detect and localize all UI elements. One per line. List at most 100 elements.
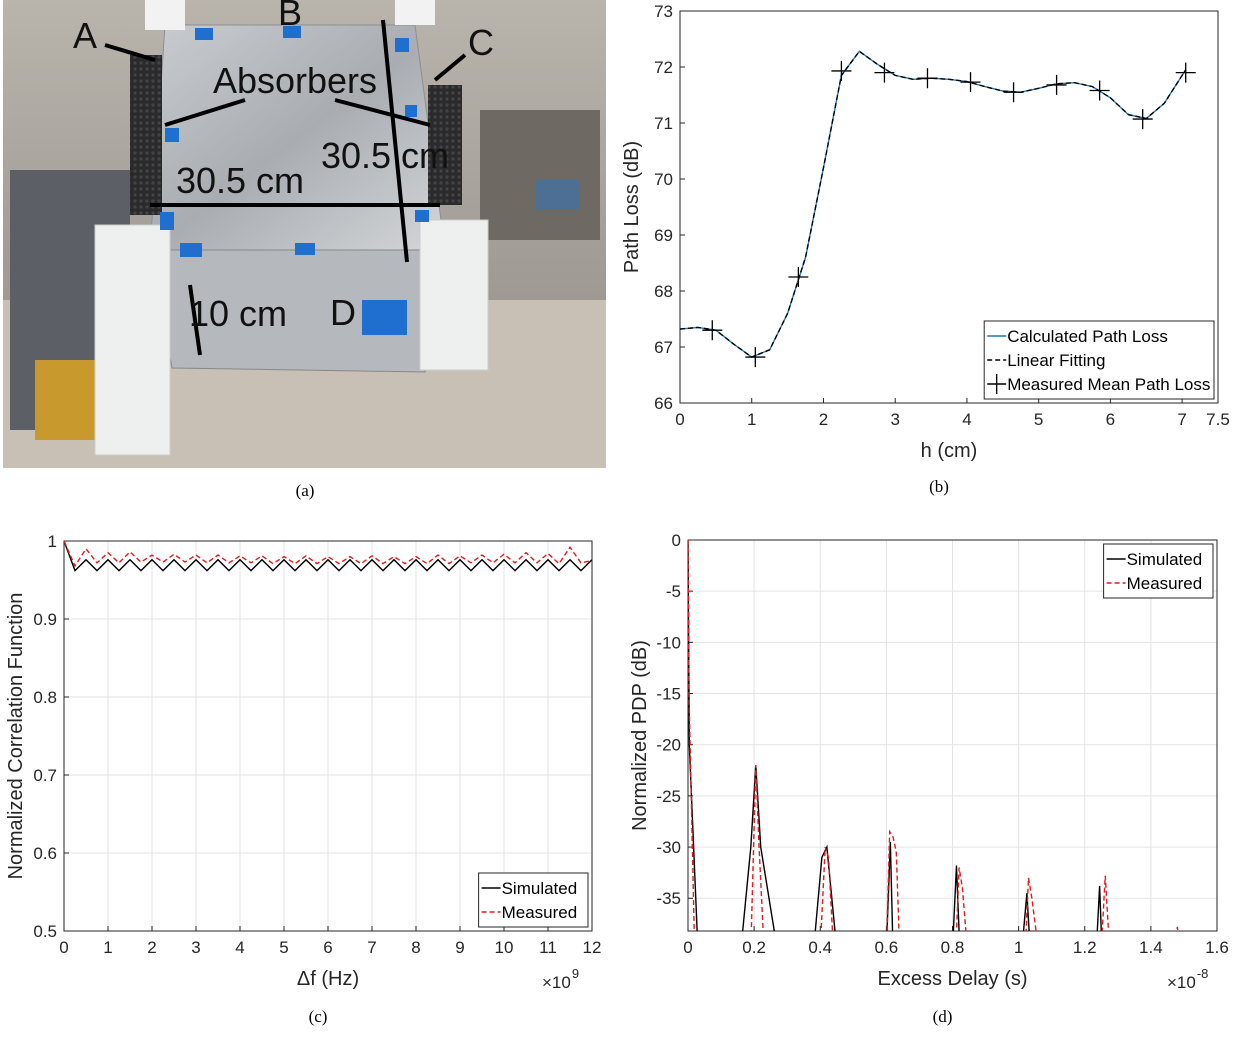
legend-label: Measured <box>502 903 578 922</box>
x-tick-label: 12 <box>583 938 602 957</box>
x-exponent: -8 <box>1197 966 1209 981</box>
y-tick-label: 70 <box>654 170 673 189</box>
x-tick-label: 3 <box>191 938 200 957</box>
legend-label: Simulated <box>502 879 578 898</box>
y-tick-label: 0 <box>672 531 681 550</box>
series-line <box>64 541 592 568</box>
y-tick-label: -10 <box>656 633 681 652</box>
y-axis-label: Path Loss (dB) <box>621 141 643 273</box>
y-tick-label: 0.6 <box>33 844 57 863</box>
series-line <box>680 50 1187 358</box>
legend-label: Measured <box>1127 574 1203 593</box>
x-tick-label: 2 <box>819 410 828 429</box>
y-tick-label: 0.9 <box>33 610 57 629</box>
y-tick-label: 68 <box>654 282 673 301</box>
legend-label: Calculated Path Loss <box>1007 327 1168 346</box>
marker <box>1089 80 1110 101</box>
y-axis-label: Normalized Correlation Function <box>5 593 27 880</box>
annotation-arrows <box>104 19 467 356</box>
x-tick-label: 0.4 <box>808 938 832 957</box>
legend-box <box>983 320 1215 400</box>
marker <box>1003 82 1024 103</box>
y-axis-label: Normalized PDP (dB) <box>629 640 651 831</box>
plot-frame <box>63 540 593 932</box>
x-tick-label: 0.8 <box>941 938 965 957</box>
legend-label: Measured Mean Path Loss <box>1007 375 1210 394</box>
y-tick-label: 0.5 <box>33 922 57 941</box>
x-tick-label: 7 <box>367 938 376 957</box>
photo-label: 30.5 cm <box>176 160 304 201</box>
x-axis-label: Δf (Hz) <box>297 968 359 990</box>
photo-label: 30.5 cm <box>321 135 449 176</box>
caption: (a) <box>296 481 315 500</box>
marker <box>702 320 723 341</box>
series-line <box>688 540 1179 931</box>
marker <box>1132 109 1153 130</box>
x-tick-label: 11 <box>539 938 557 957</box>
y-tick-label: 0.7 <box>33 766 57 785</box>
x-tick-label: 1.2 <box>1073 938 1097 957</box>
absorber <box>428 85 462 205</box>
x-tick-label: 1 <box>747 410 756 429</box>
photo-label: Absorbers <box>213 60 377 101</box>
x-tick-label: 3 <box>890 410 899 429</box>
series-line <box>64 541 592 572</box>
caption: (b) <box>929 477 949 496</box>
y-tick-label: -5 <box>666 582 681 601</box>
y-tick-label: 73 <box>654 2 673 21</box>
x-tick-label: 10 <box>495 938 514 957</box>
x-tick-label: 0.6 <box>875 938 899 957</box>
x-tick-label: 5 <box>1034 410 1043 429</box>
foam-block <box>419 219 489 371</box>
legend-box <box>478 872 589 928</box>
photo-label: C <box>468 22 494 63</box>
photo-label: A <box>73 15 97 56</box>
x-tick-label: 1.6 <box>1205 938 1229 957</box>
x-axis-label: Excess Delay (s) <box>877 968 1027 990</box>
y-tick-label: -30 <box>656 838 681 857</box>
marker <box>960 72 981 93</box>
x-tick-label: 2 <box>147 938 156 957</box>
x-tick-label: 4 <box>962 410 971 429</box>
y-tick-label: 72 <box>654 58 673 77</box>
equipment <box>480 110 600 240</box>
x-multiplier: ×10 <box>542 973 571 992</box>
x-tick-label: 7 <box>1177 410 1186 429</box>
x-tick-label: 6 <box>1106 410 1115 429</box>
x-tick-label: 1.4 <box>1139 938 1163 957</box>
marker <box>788 267 809 287</box>
x-multiplier: ×10 <box>1167 973 1196 992</box>
x-tick-label: 7.5 <box>1206 410 1230 429</box>
photo-label: B <box>278 0 302 33</box>
x-tick-label: 1 <box>1014 938 1023 957</box>
x-tick-label: 4 <box>235 938 244 957</box>
chart: 0 1 2 3 4 5 6 7 8 9 10 11 120.50.60.70.80.91Simulate… <box>5 532 601 1026</box>
marker <box>745 347 766 368</box>
x-tick-label: 1 <box>103 938 112 957</box>
marker <box>874 62 895 83</box>
foam-block <box>145 0 185 30</box>
y-tick-label: 66 <box>654 394 673 413</box>
tape <box>160 26 429 335</box>
chart: 0 0.2 0.4 0.6 0.8 1 1.2 1.4 1.6 -35 -30 -25 -20 -15 -1… <box>629 531 1229 1026</box>
caption: (c) <box>309 1007 328 1026</box>
equipment <box>535 180 580 210</box>
x-tick-label: 0 <box>59 938 68 957</box>
x-tick-label: 9 <box>455 938 464 957</box>
y-tick-label: -20 <box>656 736 681 755</box>
x-tick-label: 0.2 <box>742 938 766 957</box>
plot-frame <box>687 539 1218 932</box>
legend-label: Simulated <box>1127 550 1203 569</box>
foam-block <box>94 224 171 456</box>
y-tick-label: -35 <box>656 889 681 908</box>
absorber <box>130 55 162 215</box>
y-tick-label: 69 <box>654 226 673 245</box>
marker <box>1175 62 1196 83</box>
photo-label: 10 cm <box>189 293 287 334</box>
y-tick-label: 0.8 <box>33 688 57 707</box>
caption: (d) <box>933 1007 953 1026</box>
marker <box>831 60 852 81</box>
photo-label: D <box>330 292 356 333</box>
